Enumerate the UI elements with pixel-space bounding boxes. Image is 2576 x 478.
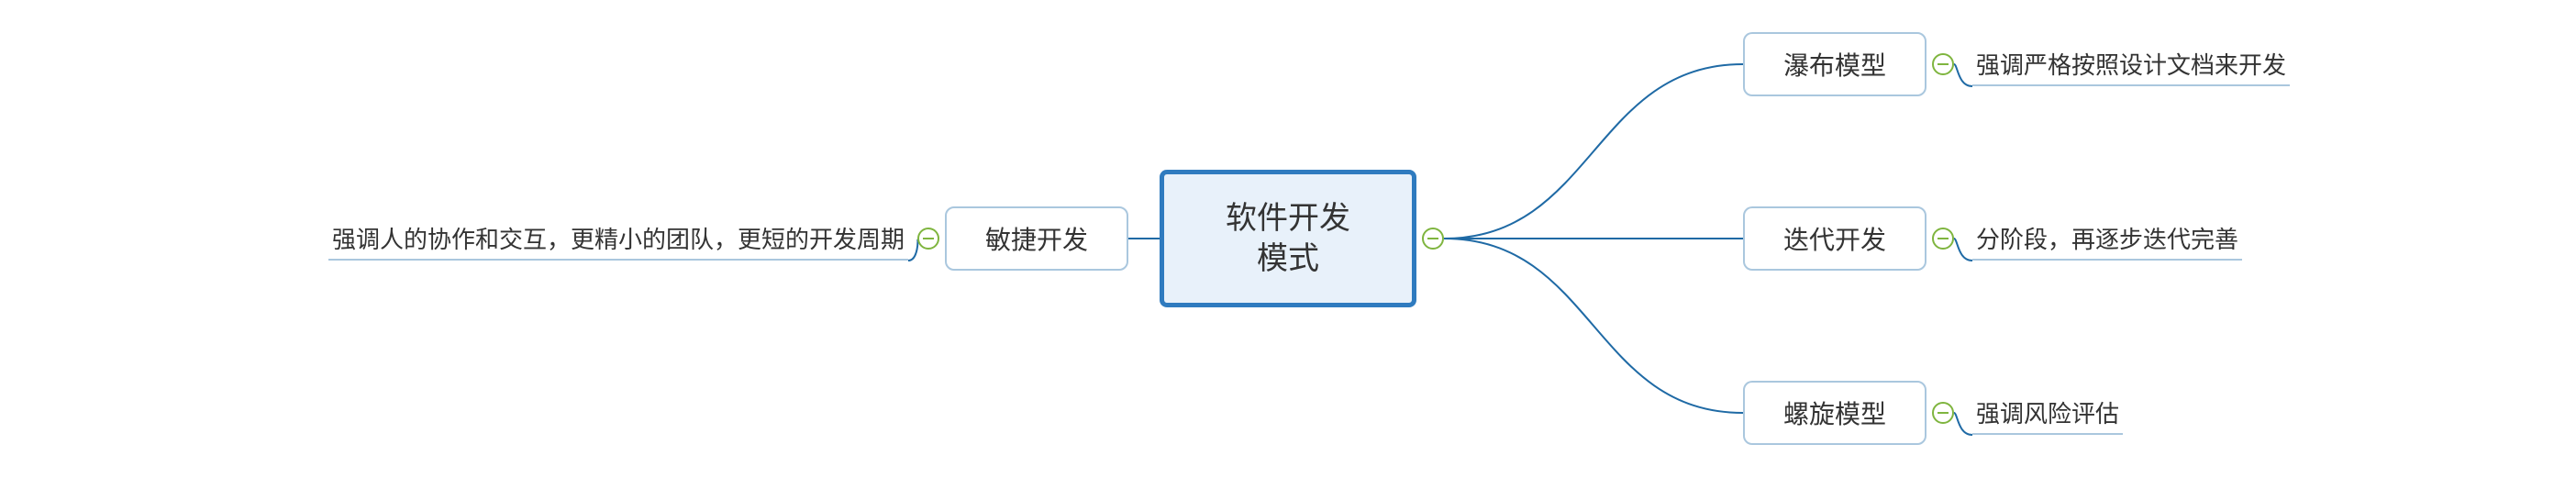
sub-node-agile[interactable]: 敏捷开发 — [945, 206, 1128, 271]
collapse-toggle-iterative[interactable] — [1932, 228, 1954, 250]
sub-node-label: 敏捷开发 — [985, 220, 1088, 257]
sub-node-label: 螺旋模型 — [1783, 395, 1886, 431]
collapse-toggle-waterfall[interactable] — [1932, 53, 1954, 75]
leaf-node-agile-desc[interactable]: 强调人的协作和交互，更精小的团队，更短的开发周期 — [328, 217, 908, 261]
leaf-node-label: 强调风险评估 — [1976, 395, 2119, 429]
collapse-toggle-root-right[interactable] — [1422, 228, 1444, 250]
leaf-node-spiral-desc[interactable]: 强调风险评估 — [1972, 391, 2123, 435]
collapse-toggle-agile[interactable] — [917, 228, 939, 250]
leaf-node-label: 强调人的协作和交互，更精小的团队，更短的开发周期 — [332, 221, 905, 255]
sub-node-spiral[interactable]: 螺旋模型 — [1743, 381, 1926, 445]
leaf-node-iterative-desc[interactable]: 分阶段，再逐步迭代完善 — [1972, 217, 2242, 261]
leaf-node-waterfall-desc[interactable]: 强调严格按照设计文档来开发 — [1972, 42, 2290, 86]
sub-node-iterative[interactable]: 迭代开发 — [1743, 206, 1926, 271]
sub-node-label: 迭代开发 — [1783, 220, 1886, 257]
sub-node-label: 瀑布模型 — [1783, 46, 1886, 83]
center-node[interactable]: 软件开发 模式 — [1160, 170, 1416, 307]
sub-node-waterfall[interactable]: 瀑布模型 — [1743, 32, 1926, 96]
leaf-node-label: 强调严格按照设计文档来开发 — [1976, 47, 2286, 81]
leaf-node-label: 分阶段，再逐步迭代完善 — [1976, 221, 2238, 255]
center-node-label: 软件开发 模式 — [1226, 198, 1350, 279]
collapse-toggle-spiral[interactable] — [1932, 402, 1954, 424]
mindmap-stage: 软件开发 模式敏捷开发强调人的协作和交互，更精小的团队，更短的开发周期瀑布模型强… — [0, 0, 2576, 478]
